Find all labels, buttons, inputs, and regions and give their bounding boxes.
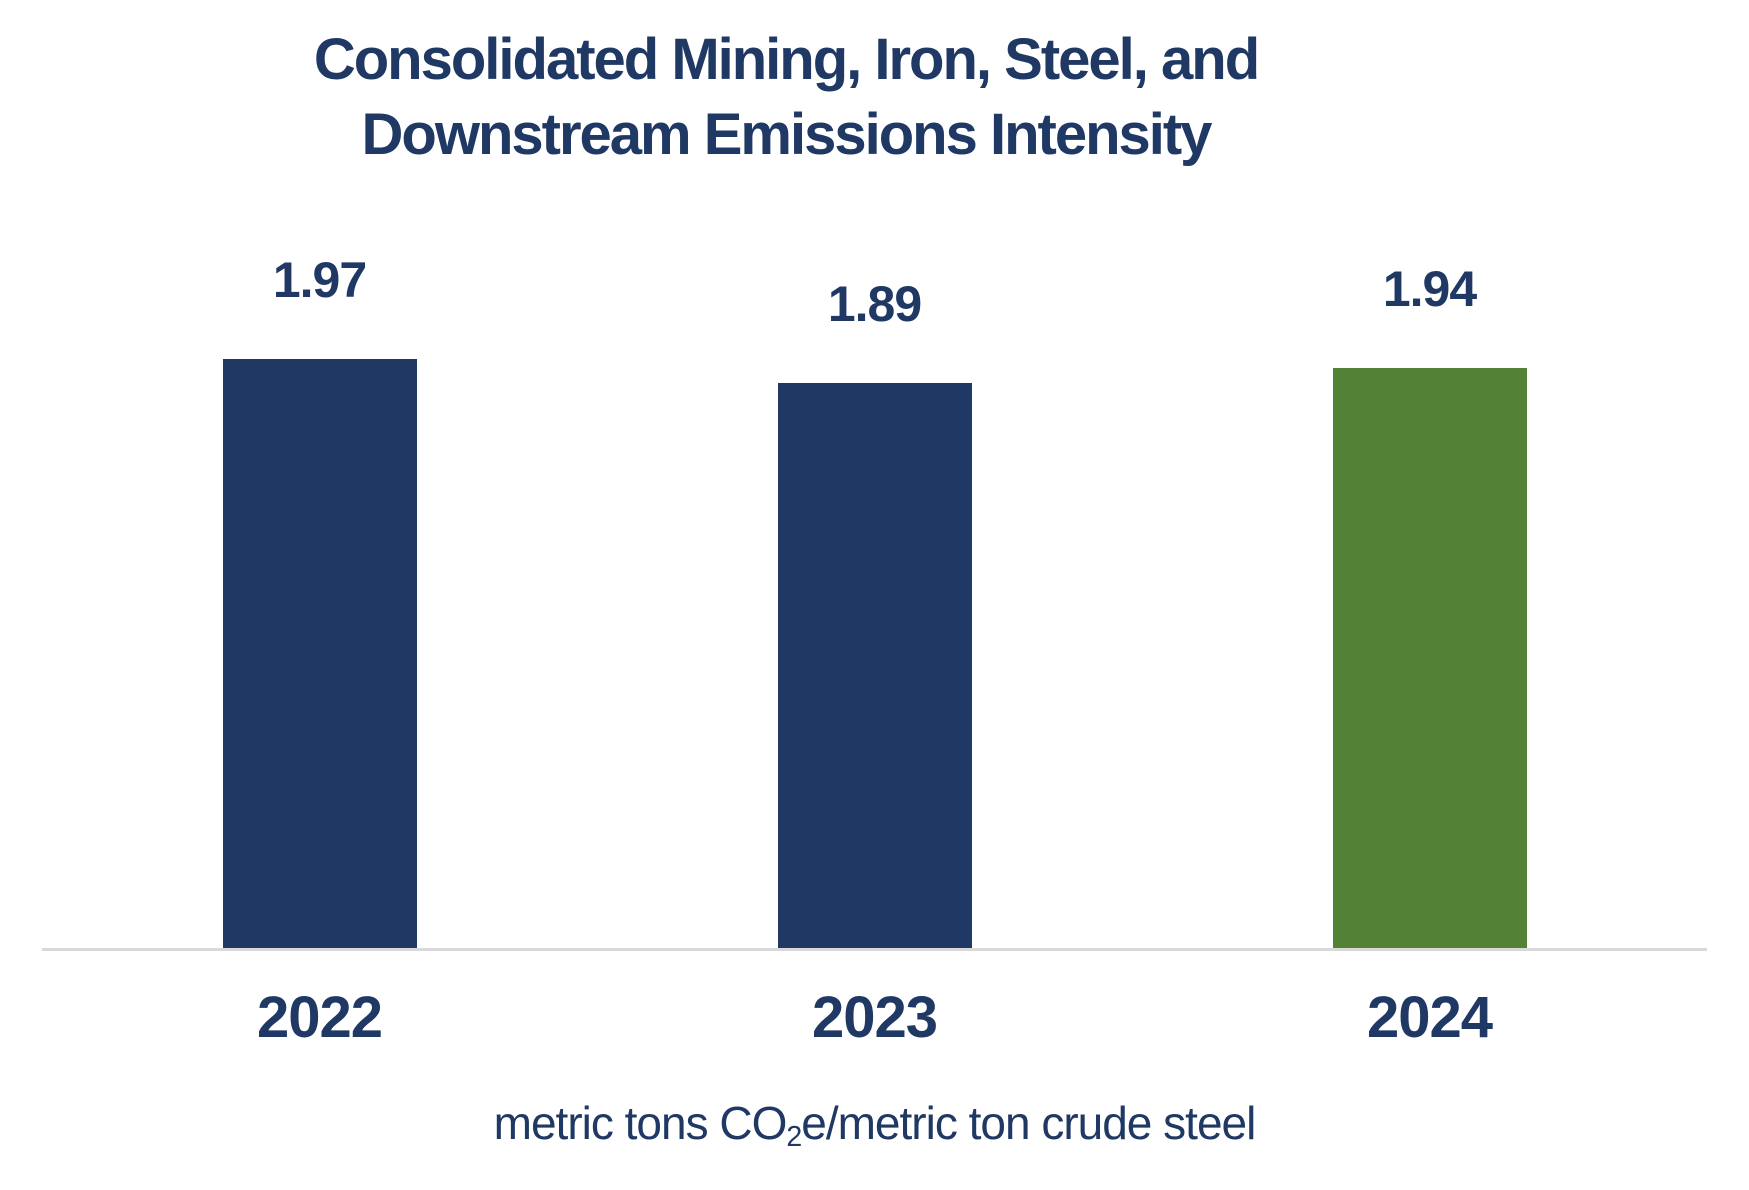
chart-title: Consolidated Mining, Iron, Steel, and Do… [0,22,1572,173]
chart-title-line2: Downstream Emissions Intensity [361,102,1213,168]
x-axis-line [42,948,1707,951]
bar-group-2024: 1.94 2024 [1152,0,1707,1047]
x-tick-label-2022: 2022 [256,985,383,1050]
bar-2023 [777,383,972,948]
axis-unit-prefix: metric tons CO [493,1097,788,1149]
bar-2022 [222,359,417,948]
axis-unit-label: metric tons CO2e/metric ton crude steel [0,1096,1749,1151]
value-label-2022: 1.97 [272,252,367,308]
bar-group-2023: 1.89 2023 [597,0,1152,1047]
value-label-2024: 1.94 [1382,261,1477,317]
axis-unit-suffix: e/metric ton crude steel [801,1097,1256,1149]
chart-title-line1: Consolidated Mining, Iron, Steel, and [313,27,1260,92]
plot-area: 1.97 2022 1.89 2023 1.94 2024 [42,0,1707,1047]
bar-group-2022: 1.97 2022 [42,0,597,1047]
bar-2024 [1332,368,1527,948]
value-label-2023: 1.89 [827,276,922,332]
axis-unit-subscript: 2 [786,1121,802,1154]
x-tick-label-2023: 2023 [811,985,938,1050]
x-tick-label-2024: 2024 [1366,985,1493,1050]
